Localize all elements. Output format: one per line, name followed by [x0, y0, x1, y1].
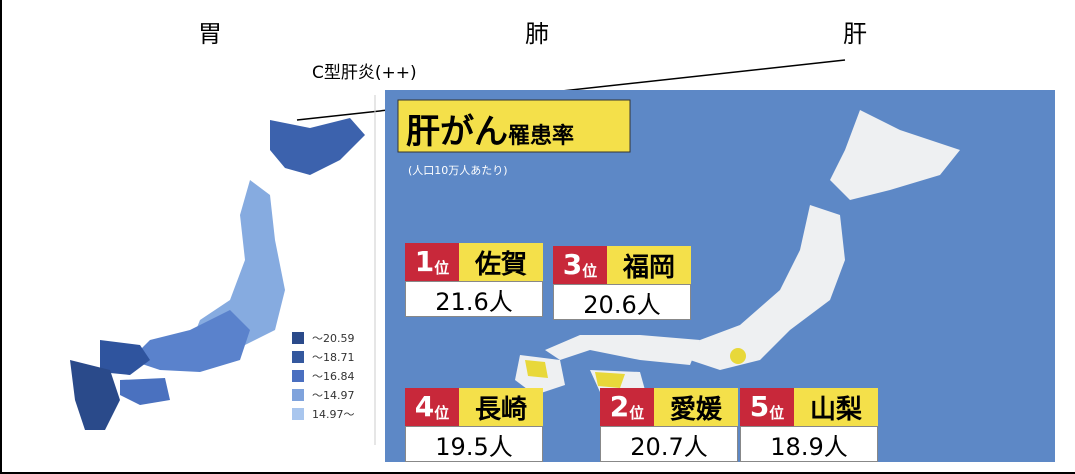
rank-value: 20.6人: [553, 284, 691, 320]
legend-item: 14.97〜: [292, 406, 355, 422]
legend-swatch: [292, 332, 304, 344]
rank-digit: 1: [414, 245, 435, 278]
rank-value: 19.5人: [405, 426, 543, 462]
right-map: [515, 110, 960, 395]
rank-header: 5 位山梨: [740, 388, 878, 426]
header-label: 胃: [198, 20, 222, 48]
rank-digit: 4: [414, 390, 435, 423]
prefecture: 佐賀: [459, 243, 543, 281]
header-label: 肺: [525, 20, 549, 48]
legend-label: 〜20.59: [312, 332, 355, 345]
rank-box: 2 位愛媛 20.7人: [600, 388, 738, 462]
rank-unit: 位: [629, 404, 645, 422]
rank-unit: 位: [769, 404, 785, 422]
legend-label: 〜14.97: [312, 389, 355, 402]
rank-header: 2 位愛媛: [600, 388, 738, 426]
legend-swatch: [292, 370, 304, 382]
rank-unit: 位: [582, 262, 598, 280]
border-left: [0, 0, 2, 474]
rank-box: 1 位佐賀 21.6人: [405, 243, 543, 317]
rank-value: 21.6人: [405, 281, 543, 317]
rank-digit: 2: [609, 390, 630, 423]
legend-swatch: [292, 351, 304, 363]
legend-item: 〜16.84: [292, 368, 355, 384]
legend-item: 〜20.59: [292, 330, 355, 346]
rank-box: 5 位山梨 18.9人: [740, 388, 878, 462]
rank-value: 20.7人: [600, 426, 738, 462]
prefecture: 福岡: [607, 246, 691, 284]
legend-swatch: [292, 408, 304, 420]
rank-unit: 位: [434, 259, 450, 277]
legend-item: 〜14.97: [292, 387, 355, 403]
rank-box: 4 位長崎 19.5人: [405, 388, 543, 462]
rank-digit: 5: [749, 390, 770, 423]
title-suffix: 罹患率: [508, 124, 575, 149]
legend-swatch: [292, 389, 304, 401]
legend-label: 〜16.84: [312, 370, 355, 383]
legend-label: 〜18.71: [312, 351, 355, 364]
left-map: [70, 118, 365, 430]
prefecture: 愛媛: [654, 388, 738, 426]
panel-title: 肝がん罹患率: [406, 104, 574, 153]
header-label: 肝: [843, 20, 867, 48]
rank-header: 4 位長崎: [405, 388, 543, 426]
border-bottom: [0, 472, 1075, 474]
rank-header: 1 位佐賀: [405, 243, 543, 281]
rank-digit: 3: [562, 248, 583, 281]
legend-item: 〜18.71: [292, 349, 355, 365]
title-main: 肝がん: [406, 112, 508, 152]
panel-subtitle: (人口10万人あたり): [408, 164, 508, 177]
prefecture: 山梨: [794, 388, 878, 426]
legend-label: 14.97〜: [312, 408, 355, 421]
rank-unit: 位: [434, 404, 450, 422]
rank-header: 3 位福岡: [553, 246, 691, 284]
annotation: C型肝炎(++): [312, 63, 417, 83]
title-box: [397, 99, 631, 153]
prefecture: 長崎: [459, 388, 543, 426]
rank-value: 18.9人: [740, 426, 878, 462]
rank-box: 3 位福岡 20.6人: [553, 246, 691, 320]
